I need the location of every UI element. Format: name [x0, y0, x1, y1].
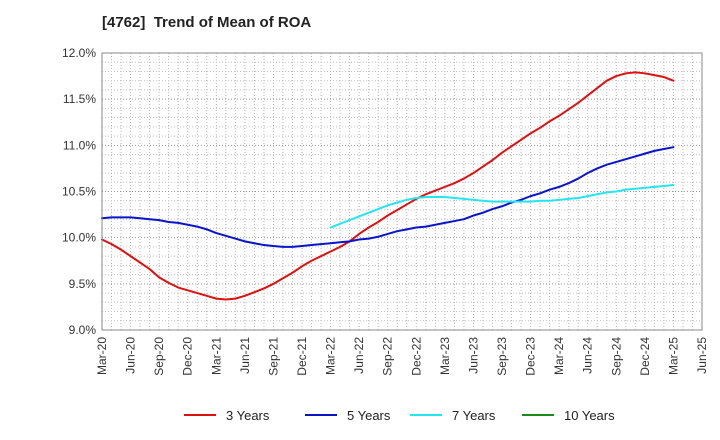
- y-tick-label: 9.5%: [69, 277, 97, 291]
- legend-item: 10 Years: [522, 404, 615, 426]
- legend-item: 5 Years: [305, 404, 390, 426]
- x-tick-label: Mar-22: [324, 337, 338, 375]
- x-tick-label: Mar-24: [552, 337, 566, 375]
- y-tick-label: 11.0%: [63, 138, 96, 152]
- x-tick-label: Sep-22: [381, 337, 395, 376]
- x-tick-label: Jun-23: [466, 337, 480, 374]
- legend-swatch: [305, 414, 337, 416]
- y-tick-label: 10.0%: [62, 231, 96, 245]
- x-tick-label: Dec-21: [295, 337, 309, 376]
- x-tick-label: Jun-25: [695, 337, 709, 374]
- x-tick-label: Sep-21: [266, 337, 280, 376]
- legend-label: 10 Years: [564, 407, 615, 423]
- x-tick-label: Jun-24: [581, 337, 595, 374]
- legend-swatch: [522, 414, 554, 416]
- x-tick-labels: Mar-20 Jun-20 Sep-20 Dec-20 Mar-21 Jun-21 Sep-…: [95, 337, 709, 376]
- x-tick-label: Dec-20: [181, 337, 195, 376]
- series-line-7-years: [329, 184, 675, 229]
- legend-item: 3 Years: [184, 404, 269, 426]
- y-tick-label: 12.0%: [62, 46, 96, 60]
- legend-swatch: [184, 414, 216, 416]
- x-tick-label: Jun-20: [124, 337, 138, 374]
- legend-label: 7 Years: [452, 407, 496, 423]
- chart-series: [101, 71, 675, 301]
- x-tick-label: Mar-20: [95, 337, 109, 375]
- plot-frame: [101, 52, 703, 331]
- legend-item: 7 Years: [410, 404, 495, 426]
- legend-swatch: [410, 414, 442, 416]
- x-tick-label: Mar-21: [209, 337, 223, 375]
- x-tick-label: Dec-23: [524, 337, 538, 376]
- x-tick-label: Mar-25: [666, 337, 680, 375]
- x-tick-label: Dec-24: [638, 337, 652, 376]
- chart-legend: 3 Years 5 Years 7 Years 10 Years: [0, 404, 720, 426]
- legend-label: 5 Years: [347, 407, 391, 423]
- chart-title: [4762] Trend of Mean of ROA: [102, 14, 312, 31]
- y-tick-label: 10.5%: [62, 185, 96, 199]
- y-tick-labels: 9.0% 9.5% 10.0% 10.5% 11.0% 11.5% 12.0%: [62, 46, 96, 337]
- x-tick-label: Sep-20: [152, 337, 166, 376]
- series-line-3-years: [101, 71, 675, 301]
- x-tick-label: Jun-21: [238, 337, 252, 374]
- legend-label: 3 Years: [226, 407, 270, 423]
- x-tick-label: Mar-23: [438, 337, 452, 375]
- y-tick-label: 9.0%: [69, 323, 97, 337]
- x-tick-label: Sep-23: [495, 337, 509, 376]
- x-tick-label: Dec-22: [409, 337, 423, 376]
- x-tick-label: Jun-22: [352, 337, 366, 374]
- series-line-5-years: [101, 146, 675, 248]
- y-tick-label: 11.5%: [63, 92, 96, 106]
- x-tick-label: Sep-24: [609, 337, 623, 376]
